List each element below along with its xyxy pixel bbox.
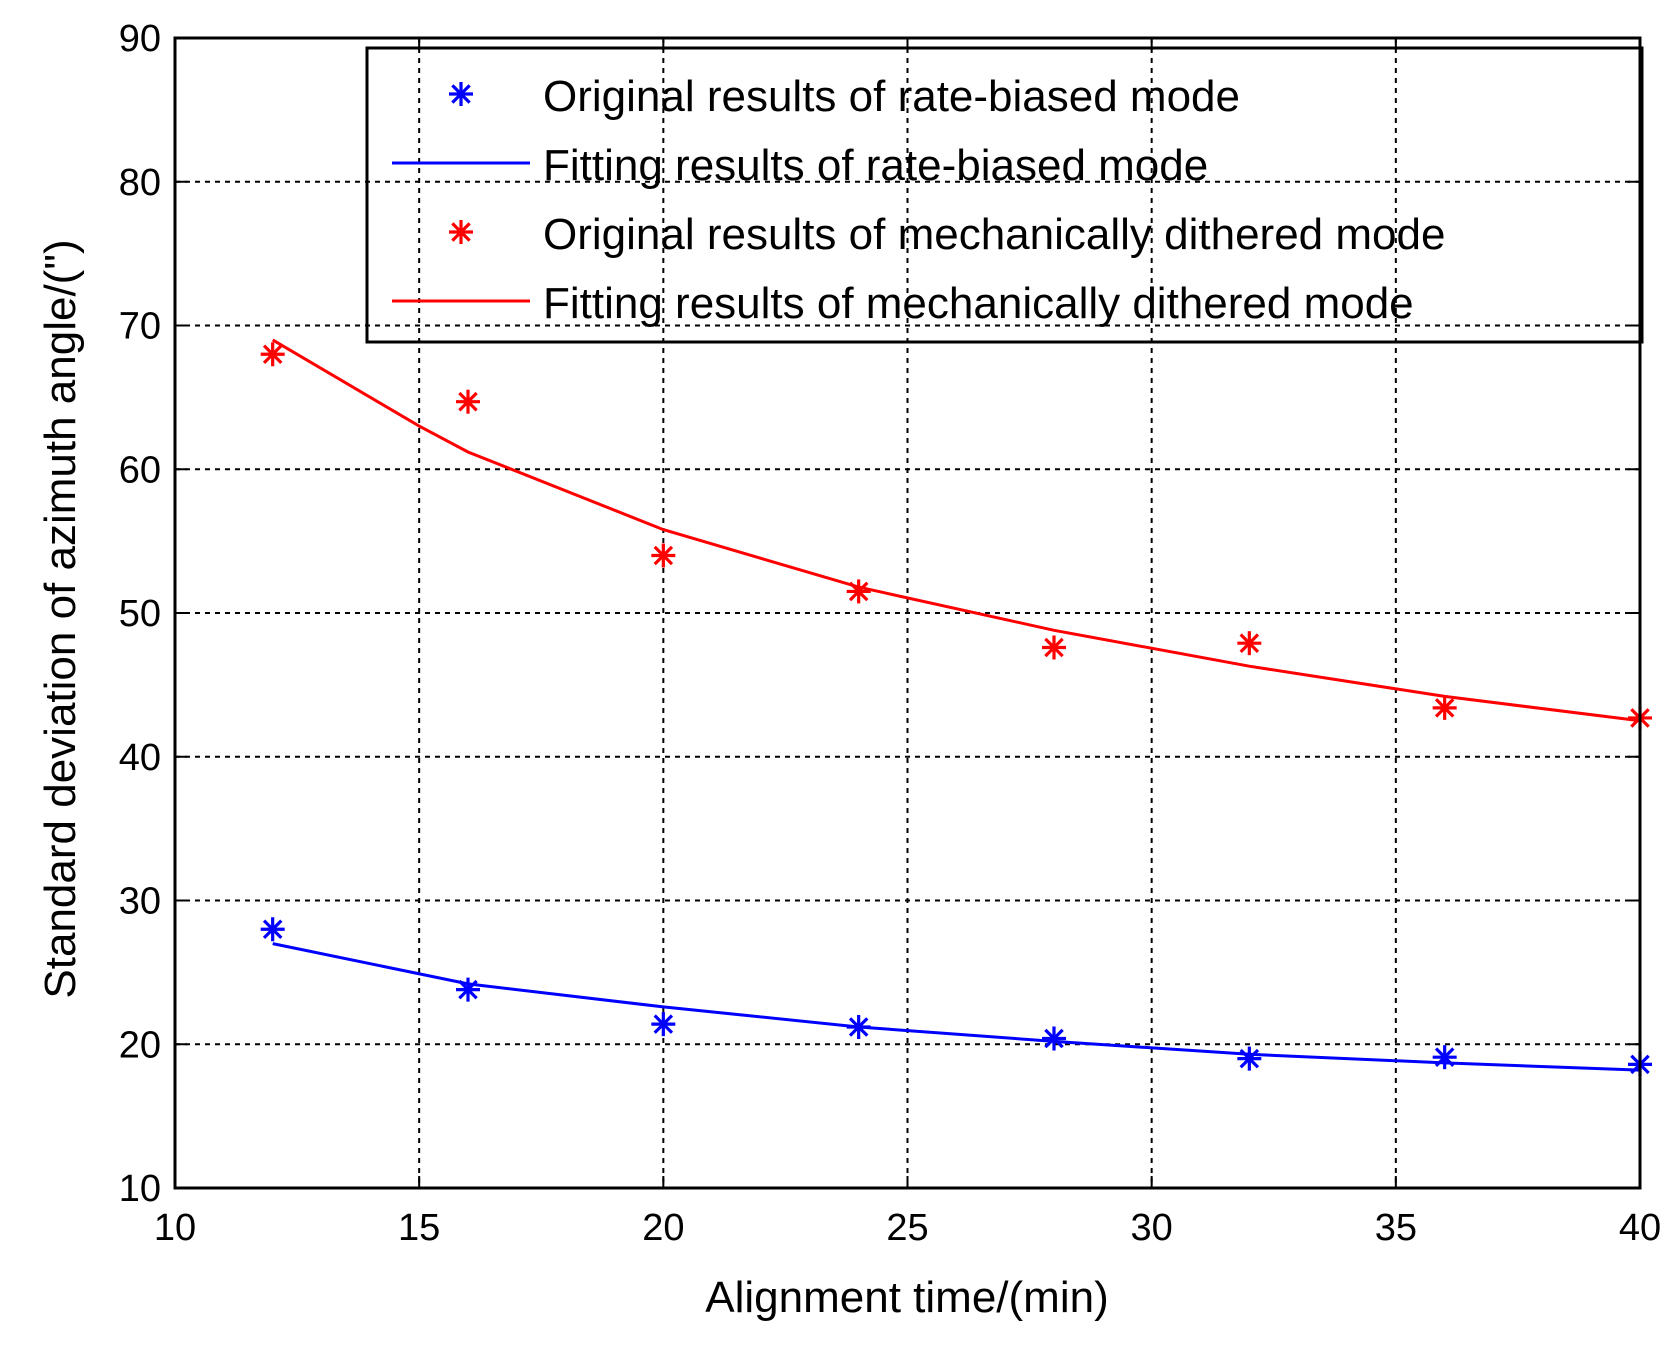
legend-marker-0	[449, 82, 473, 106]
y-tick-label: 50	[119, 593, 161, 635]
y-tick-label: 60	[119, 449, 161, 491]
x-tick-label: 25	[886, 1207, 928, 1249]
plot-series	[260, 338, 1652, 1077]
x-tick-label: 20	[642, 1207, 684, 1249]
y-tick-label: 90	[119, 18, 161, 60]
data-point-series-0	[1432, 1045, 1457, 1070]
legend-entry-0: Original results of rate-biased mode	[543, 72, 1240, 121]
grid-lines	[175, 38, 1640, 1188]
data-point-series-2	[1042, 635, 1066, 660]
x-axis-label: Alignment time/(min)	[705, 1273, 1108, 1322]
y-tick-label: 80	[119, 162, 161, 204]
data-point-series-0	[651, 1012, 676, 1037]
y-tick-label: 10	[119, 1168, 161, 1210]
data-point-series-0	[260, 917, 285, 942]
data-point-series-2	[1237, 631, 1262, 656]
y-tick-label: 70	[119, 306, 161, 348]
y-tick-label: 20	[119, 1024, 161, 1066]
x-tick-label: 40	[1619, 1207, 1661, 1249]
legend-box	[365, 46, 1644, 344]
data-point-series-0	[1237, 1046, 1262, 1071]
data-point-series-0	[456, 977, 480, 1002]
legend-entry-3: Fitting results of mechanically dithered…	[543, 279, 1414, 328]
legend-marker-2	[449, 220, 473, 244]
x-tick-label: 35	[1375, 1207, 1417, 1249]
x-tick-label: 10	[154, 1207, 196, 1249]
y-axis-label: Standard deviation of azimuth angle/(")	[36, 239, 85, 998]
x-tick-label: 15	[398, 1207, 440, 1249]
legend: Original results of rate-biased mode Fitt…	[365, 46, 1644, 344]
axis-ticks: 10 15 20 25 30 35 40 10 20 30 40 50 60 70 80 90	[119, 18, 1661, 1249]
data-point-series-0	[846, 1015, 871, 1039]
data-point-series-0	[1042, 1026, 1066, 1051]
legend-entry-1: Fitting results of rate-biased mode	[543, 141, 1208, 190]
data-point-series-2	[1432, 695, 1457, 720]
x-tick-label: 30	[1131, 1207, 1173, 1249]
data-point-series-2	[846, 579, 871, 604]
data-point-series-2	[651, 543, 676, 568]
series-line-1	[272, 942, 1641, 1072]
y-tick-label: 40	[119, 737, 161, 779]
legend-entry-2: Original results of mechanically dithere…	[543, 210, 1445, 259]
y-tick-label: 30	[119, 881, 161, 923]
data-point-series-2	[456, 389, 480, 414]
data-point-series-2	[260, 342, 285, 367]
